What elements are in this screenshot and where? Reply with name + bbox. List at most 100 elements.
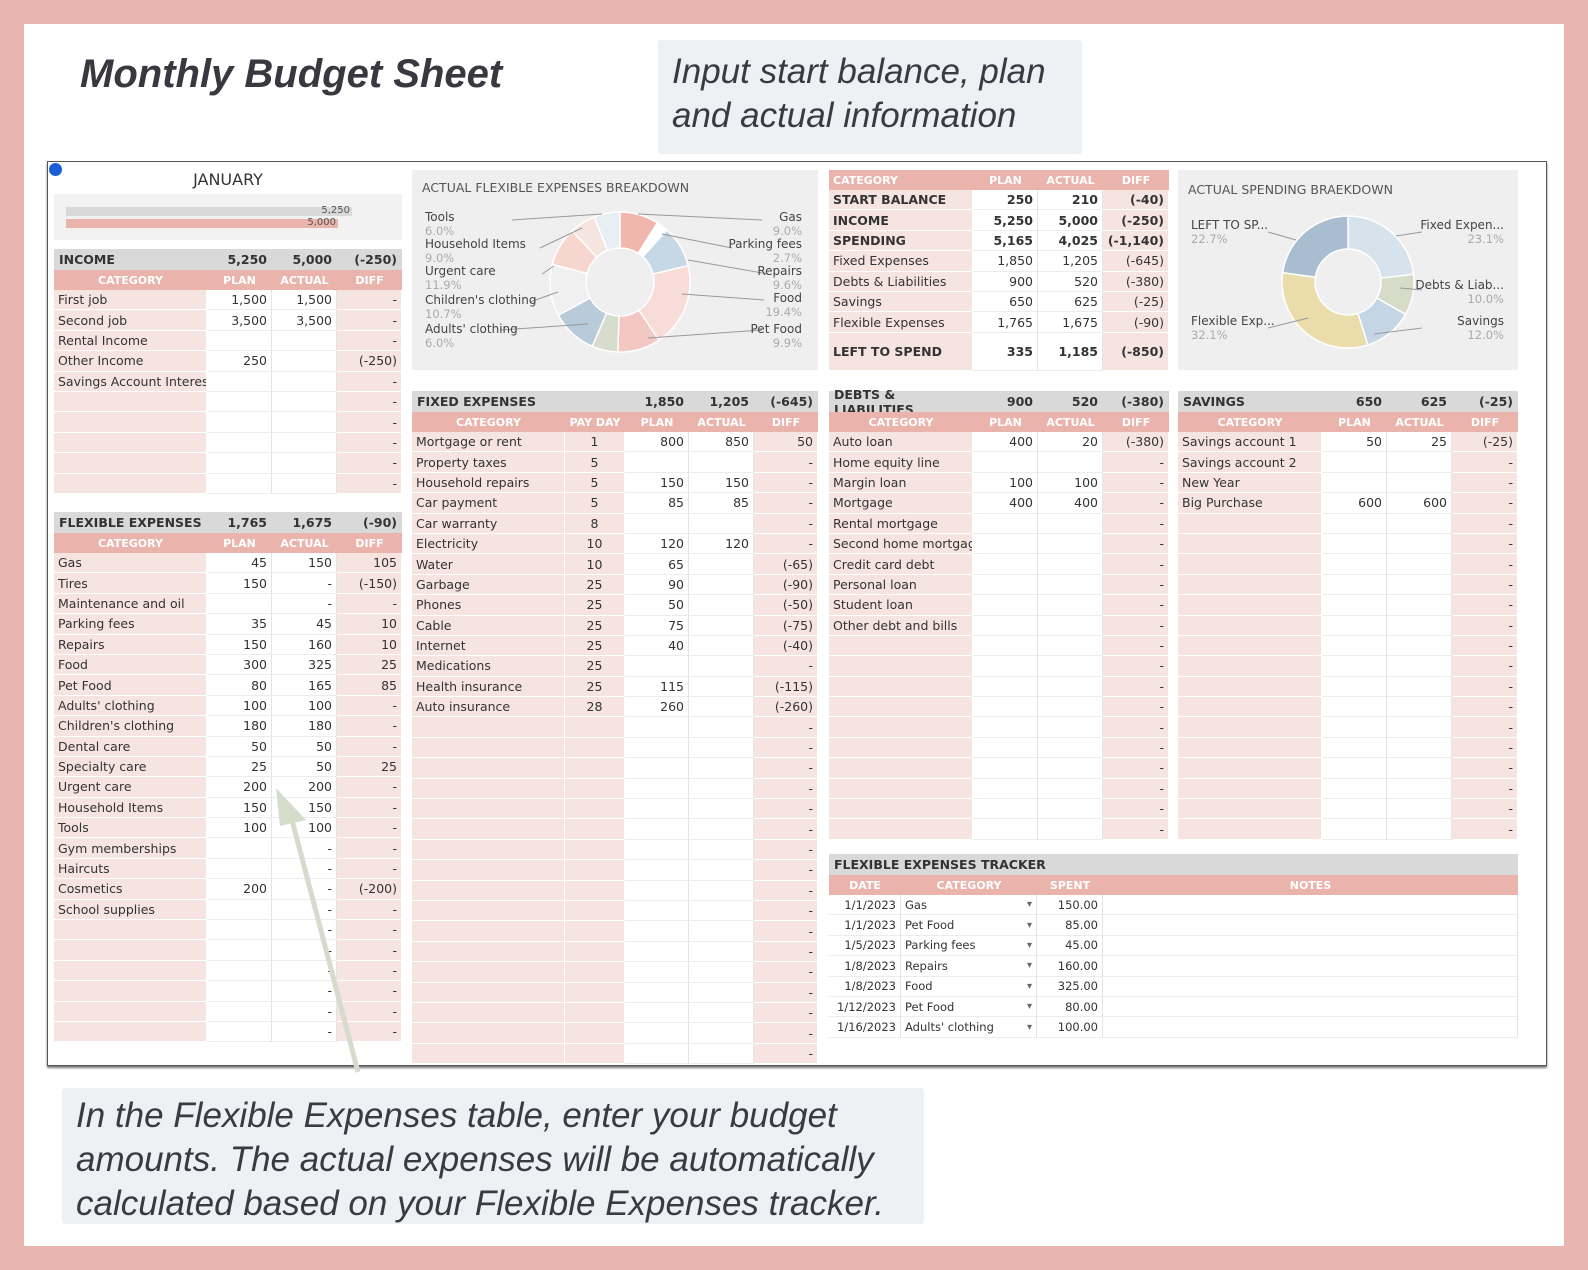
debts-cell-num[interactable] [1038,452,1103,473]
tracker-category-dropdown[interactable]: Parking fees ▾ [901,935,1037,957]
summary-cell[interactable]: 4,025 [1038,230,1103,252]
flexible-cell-num[interactable]: 200 [272,777,337,798]
flexible-cell-cat[interactable]: Tires [54,573,207,594]
savings-cell-num[interactable] [1387,554,1452,575]
tracker-notes[interactable] [1103,996,1518,1018]
fixed-cell-num[interactable] [689,513,754,534]
fixed-cell-cat[interactable]: Garbage [412,574,565,596]
flexible-cell-num[interactable]: 200 [207,879,272,900]
income-cell-cat[interactable]: Rental Income [54,330,207,352]
flexible-cell-num[interactable] [207,981,272,1002]
savings-cell-num[interactable] [1322,697,1387,718]
debts-cell-num[interactable] [973,778,1038,800]
debts-cell-cat[interactable]: Rental mortgage [829,513,973,534]
debts-cell-cat[interactable]: Personal loan [829,574,973,596]
chevron-down-icon[interactable]: ▾ [1026,980,1032,992]
fixed-cell-cat[interactable] [412,921,565,942]
savings-cell-cat[interactable] [1178,656,1322,677]
debts-cell-num[interactable] [1038,737,1103,759]
savings-cell-num[interactable] [1387,513,1452,534]
income-cell-cat[interactable]: Savings Account Interest [54,371,207,392]
income-cell-num[interactable] [207,412,272,433]
tracker-spent[interactable]: 150.00 [1037,895,1103,916]
fixed-cell-num[interactable]: 120 [689,533,754,555]
debts-cell-cat[interactable]: Home equity line [829,452,973,473]
fixed-cell-cat[interactable]: Property taxes [412,452,565,473]
debts-cell-num[interactable] [1038,758,1103,779]
savings-cell-num[interactable]: 25 [1387,432,1452,453]
flexible-cell-cat[interactable]: Gas [54,553,207,574]
fixed-cell-num[interactable] [689,1023,754,1044]
fixed-cell-num[interactable]: 75 [625,615,689,636]
debts-cell-num[interactable] [1038,574,1103,596]
savings-cell-cat[interactable] [1178,717,1322,738]
flexible-cell-num[interactable]: 165 [272,675,337,696]
flexible-cell-num[interactable]: 200 [207,777,272,798]
income-cell-num[interactable] [272,371,337,392]
savings-cell-num[interactable] [1322,717,1387,738]
savings-cell-num[interactable] [1322,656,1387,677]
savings-cell-num[interactable]: 600 [1387,493,1452,514]
tracker-notes[interactable] [1103,1017,1518,1038]
savings-cell-num[interactable] [1322,472,1387,494]
summary-cell[interactable]: 5,000 [1038,210,1103,231]
savings-cell-cat[interactable] [1178,737,1322,759]
flexible-cell-num[interactable]: 100 [207,818,272,839]
income-cell-cat[interactable] [54,432,207,454]
income-cell-cat[interactable] [54,473,207,494]
fixed-cell-num[interactable] [689,615,754,636]
flexible-cell-num[interactable]: 50 [207,736,272,757]
flexible-cell-num[interactable] [207,940,272,961]
fixed-cell-num[interactable] [689,941,754,963]
debts-cell-num[interactable]: 400 [1038,493,1103,514]
summary-cell[interactable]: 1,765 [973,312,1038,333]
flexible-cell-num[interactable]: 180 [207,716,272,737]
debts-cell-cat[interactable]: Credit card debt [829,554,973,575]
flexible-cell-num[interactable]: 300 [207,654,272,676]
savings-cell-num[interactable] [1387,758,1452,779]
fixed-cell-cat[interactable] [412,860,565,881]
debts-cell-cat[interactable]: Mortgage [829,493,973,514]
debts-cell-num[interactable] [1038,513,1103,534]
fixed-cell-num[interactable] [689,900,754,922]
fixed-cell-num[interactable] [689,819,754,840]
savings-cell-num[interactable] [1387,799,1452,820]
savings-cell-cat[interactable] [1178,635,1322,657]
savings-cell-cat[interactable] [1178,533,1322,555]
tracker-category-dropdown[interactable]: Adults' clothing ▾ [901,1017,1037,1038]
fixed-cell-num[interactable] [689,737,754,759]
fixed-cell-num[interactable] [689,1002,754,1024]
debts-cell-cat[interactable] [829,819,973,840]
tracker-notes[interactable] [1103,956,1518,977]
summary-cell[interactable]: 520 [1038,271,1103,292]
tracker-notes[interactable] [1103,976,1518,997]
savings-cell-num[interactable] [1322,615,1387,636]
debts-cell-num[interactable]: 400 [973,432,1038,453]
savings-cell-num[interactable] [1322,758,1387,779]
flexible-cell-num[interactable]: - [272,981,337,1002]
debts-cell-num[interactable] [1038,676,1103,698]
debts-cell-cat[interactable]: Margin loan [829,472,973,494]
debts-cell-cat[interactable] [829,676,973,698]
flexible-cell-cat[interactable] [54,940,207,961]
savings-cell-num[interactable] [1387,615,1452,636]
fixed-cell-num[interactable] [689,982,754,1003]
savings-cell-cat[interactable]: Big Purchase [1178,493,1322,514]
debts-cell-cat[interactable]: Student loan [829,595,973,616]
savings-cell-num[interactable] [1322,574,1387,596]
fixed-cell-cat[interactable] [412,941,565,963]
fixed-cell-cat[interactable] [412,737,565,759]
debts-cell-num[interactable] [973,574,1038,596]
flexible-cell-num[interactable]: - [272,593,337,615]
summary-cell[interactable]: 625 [1038,291,1103,313]
tracker-date[interactable]: 1/1/2023 [829,915,901,936]
fixed-cell-cat[interactable] [412,799,565,820]
chevron-down-icon[interactable]: ▾ [1026,960,1032,972]
flexible-cell-cat[interactable]: Children's clothing [54,716,207,737]
flexible-cell-cat[interactable] [54,1021,207,1043]
fixed-cell-num[interactable] [689,1043,754,1065]
debts-cell-num[interactable] [973,819,1038,840]
debts-cell-num[interactable] [973,533,1038,555]
fixed-cell-num[interactable] [689,574,754,596]
fixed-cell-num[interactable] [689,962,754,983]
